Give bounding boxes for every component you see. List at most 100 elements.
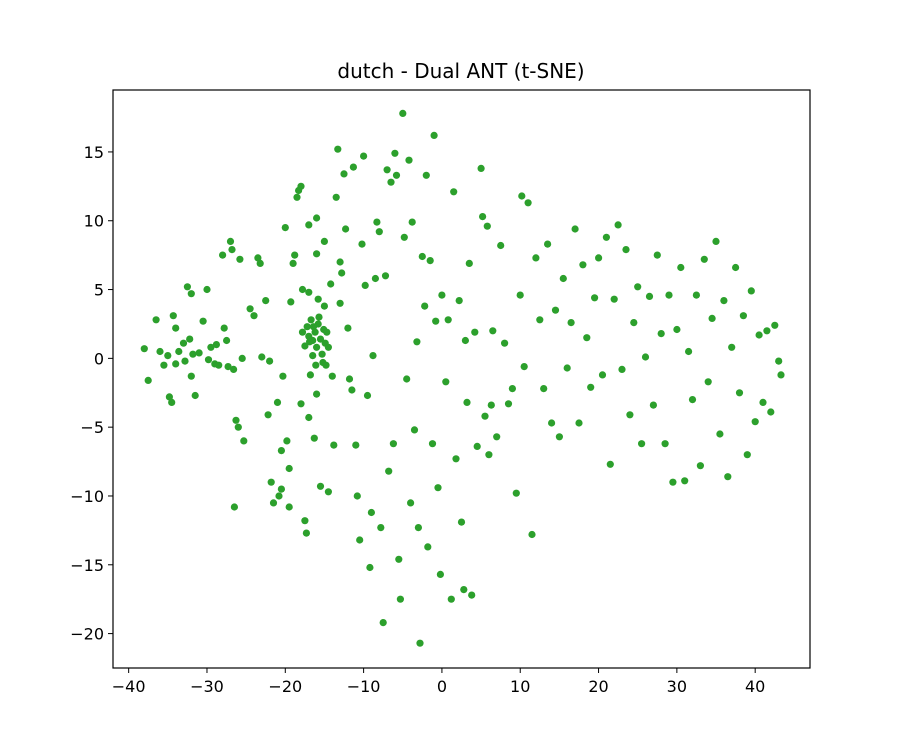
data-point-12 [179,339,188,347]
x-tick-label: −20 [268,677,302,696]
data-point-29 [220,324,228,332]
data-point-199 [622,246,630,254]
data-point-182 [555,433,564,441]
data-point-221 [708,314,716,322]
data-point-11 [175,347,183,356]
data-point-115 [383,166,391,174]
chart-title: dutch - Dual ANT (t-SNE) [337,59,584,83]
data-point-136 [424,543,432,551]
data-point-18 [189,350,197,358]
data-point-192 [595,254,603,262]
data-point-53 [277,485,285,493]
data-point-166 [497,241,505,250]
data-point-17 [187,290,195,298]
data-point-50 [269,499,278,507]
data-point-222 [712,237,720,245]
data-point-249 [318,350,326,358]
data-point-165 [493,433,501,441]
data-point-68 [301,517,309,525]
data-point-225 [724,473,732,481]
data-point-216 [688,396,697,404]
data-point-55 [281,224,289,232]
y-tick-label: −5 [80,418,104,437]
data-point-76 [313,214,321,222]
data-point-61 [289,259,297,267]
data-point-48 [264,411,272,419]
data-point-30 [223,336,231,345]
data-point-1 [144,376,152,384]
x-tick-label: 30 [667,677,687,696]
y-tick-label: −10 [70,487,104,506]
data-point-162 [485,451,493,459]
data-point-14 [183,283,191,291]
data-point-243 [307,316,315,324]
data-point-91 [336,299,344,307]
data-point-170 [512,489,520,497]
data-point-118 [389,440,397,448]
data-point-100 [353,492,361,500]
data-point-236 [767,408,775,416]
x-tick-label: −40 [112,677,146,696]
data-point-63 [293,193,301,201]
data-point-8 [169,312,177,320]
data-point-229 [739,312,748,320]
data-point-138 [428,440,437,448]
data-point-152 [461,336,469,345]
data-point-54 [279,372,287,380]
data-point-28 [219,251,227,259]
data-point-134 [421,302,429,310]
data-point-109 [371,274,379,283]
data-point-67 [298,285,307,294]
data-point-164 [489,327,497,335]
data-point-217 [692,291,701,299]
data-point-10 [172,360,180,368]
data-point-106 [366,563,374,572]
data-point-141 [434,484,442,492]
data-point-143 [438,291,446,299]
x-axis: −40 −30 −20 −10 0 10 20 30 40 [112,668,765,696]
data-point-239 [777,371,785,379]
data-point-121 [395,555,403,563]
data-point-60 [287,298,295,306]
data-point-38 [238,354,246,362]
data-point-144 [442,378,450,386]
data-point-56 [277,447,285,455]
data-point-154 [465,259,473,267]
data-point-15 [186,335,194,343]
data-point-212 [673,325,681,334]
data-point-129 [410,426,419,434]
data-point-71 [305,288,313,296]
data-point-112 [377,524,385,532]
data-point-86 [328,372,336,380]
data-point-147 [450,188,458,196]
data-point-211 [669,478,677,486]
data-point-98 [349,163,357,171]
data-point-75 [310,434,318,442]
data-point-224 [720,297,728,305]
data-point-171 [516,291,524,299]
data-point-184 [563,364,571,372]
data-point-40 [230,503,238,511]
data-point-219 [700,255,708,263]
data-point-0 [140,345,148,353]
data-point-242 [306,338,314,346]
data-point-94 [342,225,350,233]
data-point-47 [266,357,274,365]
data-point-124 [400,233,408,241]
data-point-6 [165,393,173,401]
data-point-105 [363,391,372,400]
data-point-111 [375,228,383,236]
data-point-195 [606,460,614,468]
data-point-205 [645,292,654,300]
data-point-155 [468,591,476,599]
data-point-228 [735,389,744,397]
data-point-51 [273,398,282,406]
data-point-163 [487,401,495,409]
data-point-156 [471,328,479,336]
data-point-220 [704,378,712,386]
x-tick-label: −10 [347,677,381,696]
data-point-178 [540,385,548,393]
data-point-37 [236,255,244,263]
data-point-259 [298,328,307,336]
